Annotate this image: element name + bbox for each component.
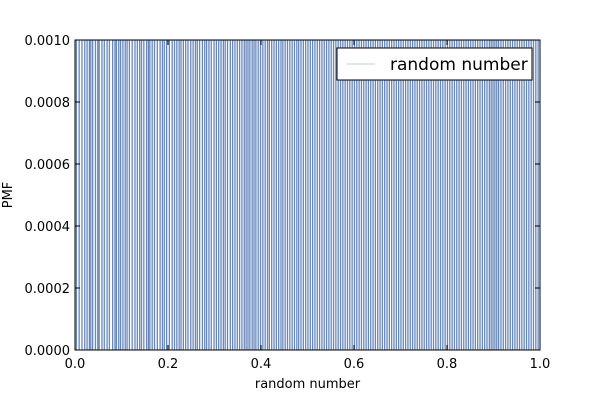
y-tick-label: 0.0002: [25, 282, 71, 297]
y-tick-label: 0.0008: [25, 96, 71, 111]
x-tick-label: 0.4: [251, 357, 272, 372]
y-tick-label: 0.0004: [25, 220, 71, 235]
y-axis-ticks: 0.0000 0.0002 0.0004 0.0006 0.0008 0.0010: [25, 34, 540, 359]
legend-box: [336, 47, 533, 81]
x-tick-label: 0.0: [65, 357, 86, 372]
y-tick-label: 0.0010: [25, 34, 71, 49]
x-tick-label: 0.8: [437, 357, 458, 372]
legend-label: random number: [390, 55, 528, 75]
axes-frame: [74, 39, 541, 351]
y-axis-label: PMF: [1, 182, 16, 209]
x-axis-label: random number: [255, 377, 361, 392]
y-tick-label: 0.0006: [25, 158, 71, 173]
x-axis-ticks: 0.0 0.2 0.4 0.6 0.8 1.0: [65, 40, 551, 372]
pmf-lines: [75, 40, 539, 350]
legend: random number: [336, 47, 533, 81]
x-tick-label: 1.0: [530, 357, 551, 372]
x-tick-label: 0.6: [344, 357, 365, 372]
y-tick-label: 0.0000: [25, 344, 71, 359]
x-tick-label: 0.2: [158, 357, 179, 372]
plot-area: [74, 39, 541, 351]
